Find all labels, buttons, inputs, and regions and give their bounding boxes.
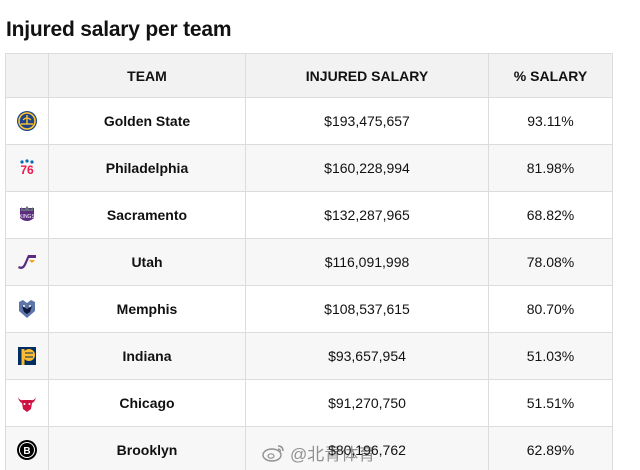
weibo-icon (262, 444, 284, 462)
pct-salary-value: 68.82% (488, 191, 613, 239)
kings-logo-icon: KINGS (19, 206, 35, 221)
team-name: Sacramento (48, 191, 246, 239)
team-name: Utah (48, 238, 246, 286)
team-name: Golden State (48, 97, 246, 145)
76ers-logo-icon: 76 (20, 159, 34, 177)
nets-logo-icon: B (17, 440, 37, 460)
table-row: Memphis $108,537,615 80.70% (5, 285, 613, 333)
injured-salary-value: $91,270,750 (245, 379, 489, 427)
injured-salary-value: $193,475,657 (245, 97, 489, 145)
team-logo-cell (5, 285, 49, 333)
table-row: B Brooklyn $80,196,762 62.89% (5, 426, 613, 470)
table-row: Indiana $93,657,954 51.03% (5, 332, 613, 380)
pct-salary-value: 78.08% (488, 238, 613, 286)
team-logo-cell: KINGS (5, 191, 49, 239)
team-logo-cell: 76 (5, 144, 49, 192)
team-logo-cell (5, 97, 49, 145)
table-row: KINGS Sacramento $132,287,965 68.82% (5, 191, 613, 239)
pct-salary-value: 51.51% (488, 379, 613, 427)
grizzlies-logo-icon (19, 300, 35, 318)
jazz-logo-icon (18, 255, 36, 269)
team-logo-cell (5, 238, 49, 286)
injured-salary-value: $160,228,994 (245, 144, 489, 192)
pct-salary-value: 62.89% (488, 426, 613, 470)
page-title: Injured salary per team (6, 18, 232, 41)
watermark: @北青体育 (262, 440, 375, 465)
injured-salary-table: TEAM INJURED SALARY % SALARY Golden Stat… (5, 53, 613, 470)
team-name: Indiana (48, 332, 246, 380)
pct-salary-value: 81.98% (488, 144, 613, 192)
svg-text:76: 76 (20, 163, 34, 177)
column-header-logo (5, 53, 49, 98)
column-header-injured-salary: INJURED SALARY (245, 53, 489, 98)
pct-salary-value: 51.03% (488, 332, 613, 380)
injured-salary-value: $93,657,954 (245, 332, 489, 380)
column-header-team: TEAM (48, 53, 246, 98)
table-row: Golden State $193,475,657 93.11% (5, 97, 613, 145)
pct-salary-value: 80.70% (488, 285, 613, 333)
team-name: Memphis (48, 285, 246, 333)
warriors-logo-icon (17, 111, 37, 131)
table-header-row: TEAM INJURED SALARY % SALARY (5, 53, 613, 98)
team-logo-cell: B (5, 426, 49, 470)
watermark-text: @北青体育 (290, 445, 376, 464)
pacers-logo-icon (18, 347, 36, 365)
table-row: Chicago $91,270,750 51.51% (5, 379, 613, 427)
team-name: Brooklyn (48, 426, 246, 470)
team-name: Chicago (48, 379, 246, 427)
injured-salary-value: $80,196,762 (245, 426, 489, 470)
svg-text:B: B (23, 446, 30, 457)
team-logo-cell (5, 332, 49, 380)
injured-salary-value: $108,537,615 (245, 285, 489, 333)
injured-salary-value: $116,091,998 (245, 238, 489, 286)
table-row: 76 Philadelphia $160,228,994 81.98% (5, 144, 613, 192)
svg-text:KINGS: KINGS (19, 214, 35, 220)
column-header-pct-salary: % SALARY (488, 53, 613, 98)
team-logo-cell (5, 379, 49, 427)
team-name: Philadelphia (48, 144, 246, 192)
table-row: Utah $116,091,998 78.08% (5, 238, 613, 286)
injured-salary-value: $132,287,965 (245, 191, 489, 239)
bulls-logo-icon (18, 397, 36, 412)
pct-salary-value: 93.11% (488, 97, 613, 145)
